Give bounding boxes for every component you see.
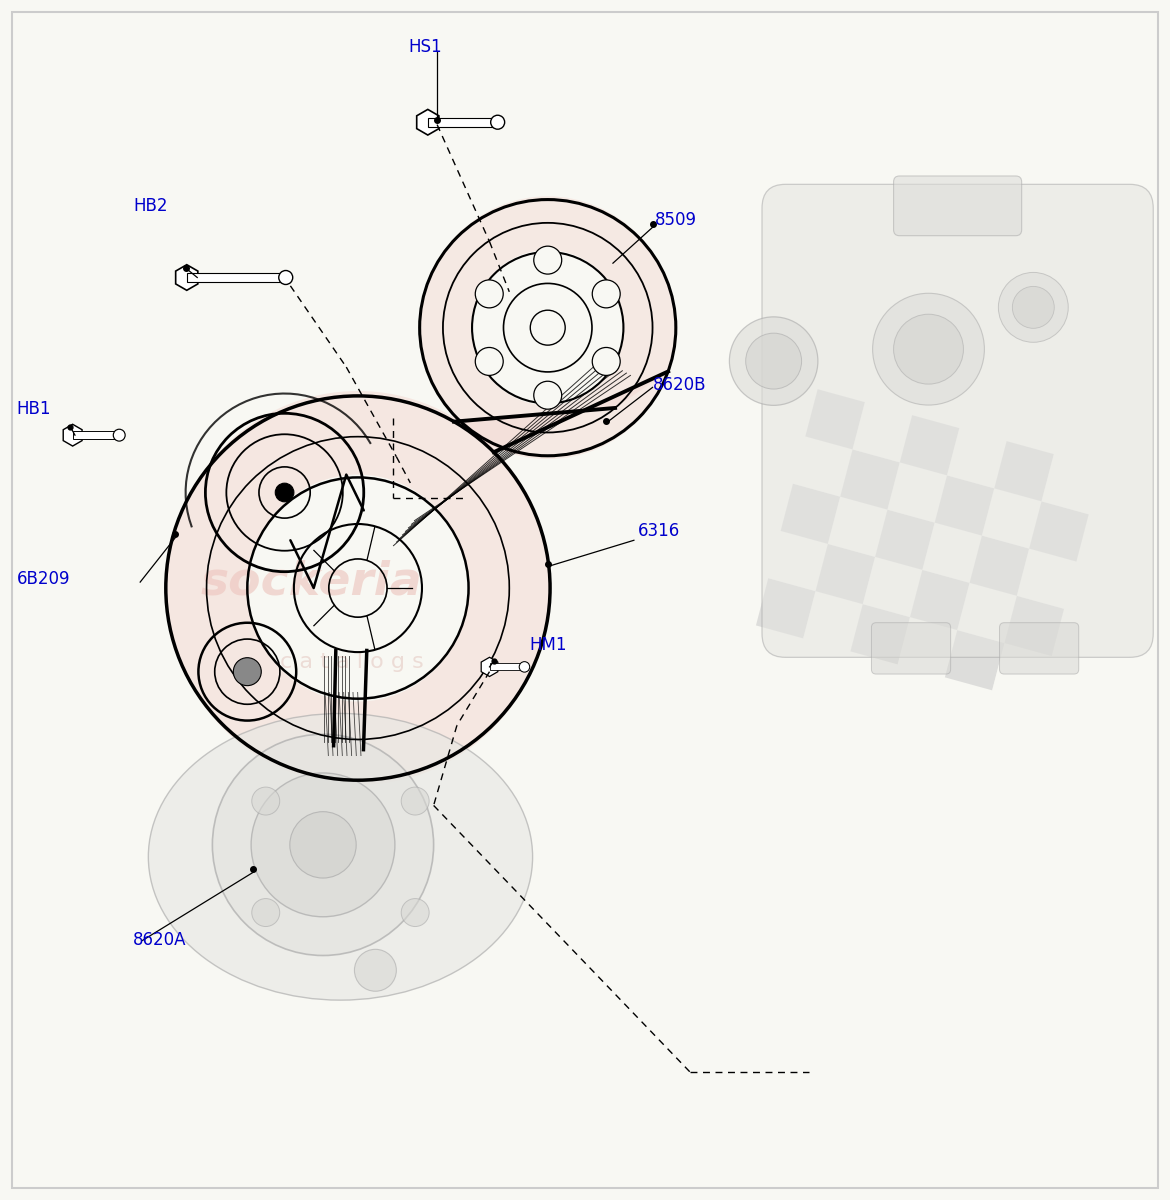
Polygon shape [875, 510, 935, 570]
Ellipse shape [275, 484, 294, 502]
FancyBboxPatch shape [872, 623, 951, 674]
Polygon shape [853, 402, 913, 462]
FancyBboxPatch shape [762, 185, 1154, 658]
Ellipse shape [278, 270, 292, 284]
Polygon shape [803, 592, 862, 652]
Polygon shape [897, 617, 957, 677]
Text: HS1: HS1 [408, 38, 441, 56]
Polygon shape [793, 437, 853, 497]
Text: HB1: HB1 [16, 400, 51, 418]
Polygon shape [957, 583, 1017, 643]
Ellipse shape [745, 334, 801, 389]
Polygon shape [935, 475, 994, 535]
Ellipse shape [998, 272, 1068, 342]
Text: 8620B: 8620B [653, 376, 706, 394]
Polygon shape [887, 462, 947, 523]
Polygon shape [815, 544, 875, 604]
Text: sockeria: sockeria [200, 559, 422, 605]
Text: 8620A: 8620A [133, 931, 187, 949]
Polygon shape [417, 109, 439, 136]
Ellipse shape [490, 115, 504, 130]
Ellipse shape [592, 348, 620, 376]
Ellipse shape [113, 430, 125, 442]
Polygon shape [1005, 596, 1064, 656]
Text: HB2: HB2 [133, 197, 167, 215]
Polygon shape [756, 578, 815, 638]
Ellipse shape [213, 734, 434, 955]
Ellipse shape [233, 658, 261, 685]
Ellipse shape [401, 899, 429, 926]
Polygon shape [945, 630, 1005, 690]
Text: HM1: HM1 [529, 636, 566, 654]
Ellipse shape [252, 899, 280, 926]
Ellipse shape [355, 949, 397, 991]
Ellipse shape [592, 280, 620, 308]
Polygon shape [992, 643, 1052, 703]
Ellipse shape [252, 773, 395, 917]
Polygon shape [780, 484, 840, 544]
Ellipse shape [401, 787, 429, 815]
Text: 8509: 8509 [655, 211, 697, 229]
Polygon shape [862, 557, 922, 617]
Polygon shape [73, 431, 119, 439]
Polygon shape [982, 488, 1041, 548]
Polygon shape [947, 428, 1006, 488]
Polygon shape [828, 497, 887, 557]
Polygon shape [769, 530, 828, 592]
Polygon shape [900, 415, 959, 475]
Polygon shape [187, 272, 285, 282]
Ellipse shape [534, 382, 562, 409]
Polygon shape [63, 425, 82, 446]
Wedge shape [166, 391, 550, 785]
Text: c a t a l o g s: c a t a l o g s [281, 652, 424, 672]
Ellipse shape [149, 714, 532, 1000]
Ellipse shape [873, 293, 984, 406]
Ellipse shape [475, 280, 503, 308]
Ellipse shape [894, 314, 963, 384]
Polygon shape [1030, 502, 1089, 562]
Polygon shape [994, 442, 1054, 502]
Ellipse shape [519, 661, 530, 672]
Polygon shape [454, 372, 668, 452]
Polygon shape [481, 658, 498, 677]
Ellipse shape [1012, 287, 1054, 329]
Polygon shape [1041, 454, 1101, 515]
FancyBboxPatch shape [999, 623, 1079, 674]
Text: 6316: 6316 [638, 522, 680, 540]
Ellipse shape [729, 317, 818, 406]
Polygon shape [840, 450, 900, 510]
Polygon shape [428, 118, 497, 127]
Ellipse shape [290, 811, 356, 878]
Polygon shape [851, 604, 910, 665]
Polygon shape [922, 523, 982, 583]
Ellipse shape [252, 787, 280, 815]
Ellipse shape [475, 348, 503, 376]
Text: 6B209: 6B209 [16, 570, 70, 588]
Polygon shape [970, 535, 1030, 596]
Polygon shape [489, 664, 524, 671]
Wedge shape [420, 197, 676, 460]
FancyBboxPatch shape [894, 176, 1021, 235]
Polygon shape [1017, 548, 1076, 608]
Ellipse shape [534, 246, 562, 274]
Polygon shape [176, 265, 198, 290]
Polygon shape [910, 570, 970, 630]
Polygon shape [805, 389, 865, 450]
